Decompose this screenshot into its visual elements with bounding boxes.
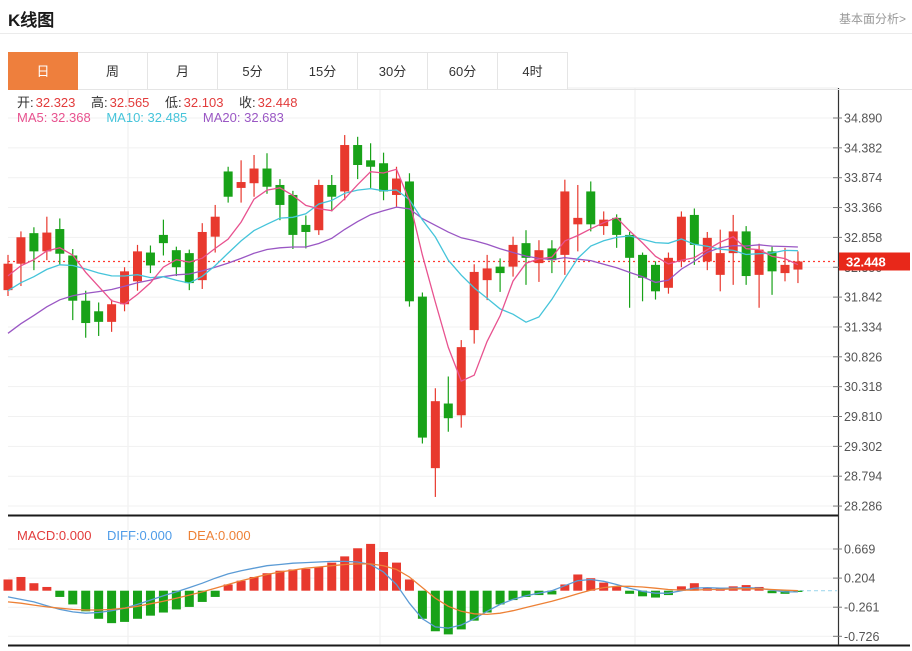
macd-lines xyxy=(7,560,798,629)
price-badge-bg xyxy=(839,252,910,271)
diff-line xyxy=(7,560,798,629)
price-axis-labels: 34.89034.38233.87433.36632.85832.35031.8… xyxy=(833,112,882,514)
period-tabs: 日 周 月 5分 15分 30分 60分 4时 xyxy=(8,52,912,90)
tab-day[interactable]: 日 xyxy=(8,52,78,90)
tab-month[interactable]: 月 xyxy=(148,52,218,90)
tab-5min[interactable]: 5分 xyxy=(218,52,288,90)
fundamental-analysis-link[interactable]: 基本面分析> xyxy=(838,12,906,26)
price-badge: 32.448 xyxy=(839,252,910,271)
axis-tick-label: 33.366 xyxy=(844,201,882,215)
axis-tick-label: 0.669 xyxy=(844,543,875,557)
ma20-line xyxy=(7,206,798,334)
title-divider xyxy=(0,33,912,34)
macd-axis-labels: 0.669 0.204 -0.261 -0.726 xyxy=(833,543,879,644)
ma-lines xyxy=(7,168,799,382)
axis-tick-label: 29.302 xyxy=(844,440,882,454)
tab-60min[interactable]: 60分 xyxy=(428,52,498,90)
tab-15min[interactable]: 15分 xyxy=(288,52,358,90)
axis-tick-label: 29.810 xyxy=(844,410,882,424)
page-title: K线图 xyxy=(8,11,55,30)
tab-30min[interactable]: 30分 xyxy=(358,52,428,90)
axis-tick-label: 32.858 xyxy=(844,231,882,245)
axis-tick-label: 30.318 xyxy=(844,380,882,394)
tab-4hour[interactable]: 4时 xyxy=(498,52,568,90)
axis-tick-label: 0.204 xyxy=(844,572,875,586)
axis-tick-label: 34.890 xyxy=(844,112,882,126)
axis-tick-label: 34.382 xyxy=(844,141,882,155)
price-badge-text: 32.448 xyxy=(846,255,886,270)
tab-week[interactable]: 周 xyxy=(78,52,148,90)
axis-tick-label: 33.874 xyxy=(844,171,882,185)
candlestick-layer xyxy=(3,135,803,497)
axis-tick-label: -0.726 xyxy=(844,630,879,644)
axis-tick-label: 28.286 xyxy=(844,500,882,514)
ma5-line xyxy=(7,168,799,382)
axis-tick-label: 31.842 xyxy=(844,291,882,305)
axis-tick-label: 28.794 xyxy=(844,470,882,484)
dea-line xyxy=(7,563,798,616)
ma10-line xyxy=(7,187,798,323)
axis-tick-label: -0.261 xyxy=(844,601,879,615)
macd-histogram xyxy=(3,543,803,635)
axis-tick-label: 31.334 xyxy=(844,320,882,334)
axis-tick-label: 30.826 xyxy=(844,350,882,364)
